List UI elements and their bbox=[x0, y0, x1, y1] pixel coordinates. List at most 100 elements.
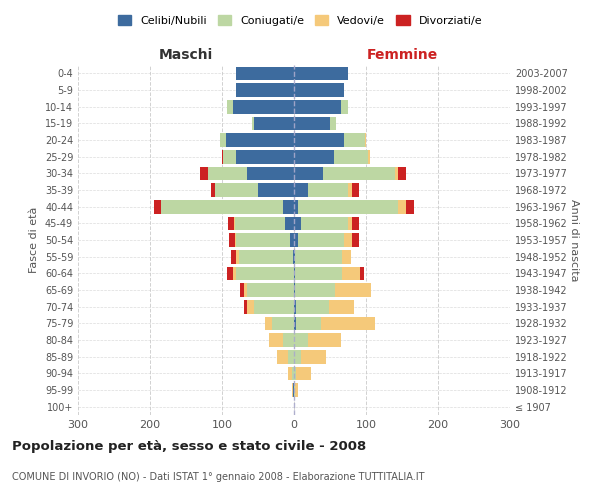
Bar bbox=[244, 283, 247, 297]
Bar bbox=[294, 133, 344, 147]
Bar bbox=[329, 300, 354, 314]
Bar bbox=[298, 233, 344, 247]
Bar bbox=[352, 233, 359, 247]
Bar bbox=[352, 216, 359, 230]
Bar bbox=[154, 200, 161, 213]
Bar bbox=[360, 266, 364, 280]
Bar bbox=[277, 350, 288, 364]
Bar bbox=[294, 216, 301, 230]
Bar bbox=[244, 300, 247, 314]
Bar bbox=[348, 216, 352, 230]
Bar bbox=[294, 283, 295, 297]
Bar bbox=[233, 266, 236, 280]
Bar bbox=[294, 333, 308, 347]
Text: COMUNE DI INVORIO (NO) - Dati ISTAT 1° gennaio 2008 - Elaborazione TUTTITALIA.IT: COMUNE DI INVORIO (NO) - Dati ISTAT 1° g… bbox=[12, 472, 425, 482]
Bar bbox=[247, 300, 254, 314]
Bar bbox=[348, 183, 352, 197]
Bar bbox=[296, 300, 329, 314]
Bar bbox=[240, 283, 244, 297]
Bar bbox=[294, 300, 296, 314]
Bar bbox=[344, 233, 352, 247]
Bar bbox=[235, 216, 286, 230]
Bar bbox=[269, 333, 283, 347]
Bar bbox=[294, 183, 308, 197]
Bar bbox=[398, 166, 406, 180]
Bar bbox=[395, 166, 398, 180]
Bar bbox=[294, 100, 341, 114]
Bar bbox=[323, 166, 395, 180]
Bar bbox=[235, 233, 236, 247]
Bar bbox=[220, 133, 226, 147]
Bar bbox=[294, 316, 296, 330]
Bar bbox=[330, 116, 336, 130]
Bar bbox=[283, 333, 294, 347]
Bar bbox=[236, 250, 239, 264]
Bar bbox=[295, 250, 342, 264]
Bar bbox=[301, 350, 326, 364]
Bar bbox=[247, 283, 294, 297]
Bar bbox=[226, 133, 294, 147]
Bar bbox=[335, 283, 371, 297]
Bar bbox=[294, 350, 301, 364]
Bar bbox=[294, 66, 348, 80]
Bar bbox=[215, 183, 258, 197]
Bar bbox=[236, 83, 294, 97]
Bar bbox=[294, 266, 295, 280]
Bar bbox=[200, 166, 208, 180]
Bar bbox=[298, 200, 398, 213]
Y-axis label: Fasce di età: Fasce di età bbox=[29, 207, 39, 273]
Legend: Celibi/Nubili, Coniugati/e, Vedovi/e, Divorziati/e: Celibi/Nubili, Coniugati/e, Vedovi/e, Di… bbox=[113, 10, 487, 30]
Bar bbox=[294, 250, 295, 264]
Bar bbox=[368, 150, 370, 164]
Bar bbox=[293, 250, 294, 264]
Bar bbox=[254, 300, 294, 314]
Bar bbox=[228, 216, 233, 230]
Bar bbox=[322, 316, 376, 330]
Bar bbox=[258, 183, 294, 197]
Bar bbox=[236, 233, 290, 247]
Bar bbox=[229, 233, 235, 247]
Bar bbox=[239, 250, 293, 264]
Bar bbox=[292, 383, 293, 397]
Bar bbox=[161, 200, 283, 213]
Bar bbox=[294, 166, 323, 180]
Bar bbox=[406, 200, 414, 213]
Bar bbox=[295, 266, 342, 280]
Bar bbox=[294, 200, 298, 213]
Bar bbox=[211, 183, 215, 197]
Bar bbox=[341, 100, 348, 114]
Bar bbox=[247, 166, 294, 180]
Bar bbox=[288, 366, 292, 380]
Bar bbox=[223, 150, 236, 164]
Bar bbox=[334, 150, 368, 164]
Bar bbox=[294, 233, 298, 247]
Bar bbox=[293, 383, 294, 397]
Text: Maschi: Maschi bbox=[159, 48, 213, 62]
Bar bbox=[294, 150, 334, 164]
Text: Femmine: Femmine bbox=[367, 48, 437, 62]
Bar bbox=[208, 166, 247, 180]
Bar bbox=[272, 316, 294, 330]
Bar bbox=[342, 266, 360, 280]
Bar bbox=[398, 200, 406, 213]
Bar bbox=[236, 66, 294, 80]
Bar bbox=[233, 100, 294, 114]
Bar bbox=[230, 250, 236, 264]
Bar bbox=[294, 83, 344, 97]
Bar bbox=[227, 100, 233, 114]
Bar bbox=[365, 133, 366, 147]
Bar bbox=[301, 216, 348, 230]
Text: Popolazione per età, sesso e stato civile - 2008: Popolazione per età, sesso e stato civil… bbox=[12, 440, 366, 453]
Bar bbox=[286, 216, 294, 230]
Bar bbox=[290, 233, 294, 247]
Bar bbox=[342, 250, 351, 264]
Bar bbox=[294, 383, 295, 397]
Bar bbox=[265, 316, 272, 330]
Bar bbox=[295, 383, 298, 397]
Bar bbox=[344, 133, 365, 147]
Bar bbox=[227, 266, 233, 280]
Bar bbox=[236, 150, 294, 164]
Bar bbox=[294, 116, 330, 130]
Bar bbox=[233, 216, 235, 230]
Bar bbox=[283, 200, 294, 213]
